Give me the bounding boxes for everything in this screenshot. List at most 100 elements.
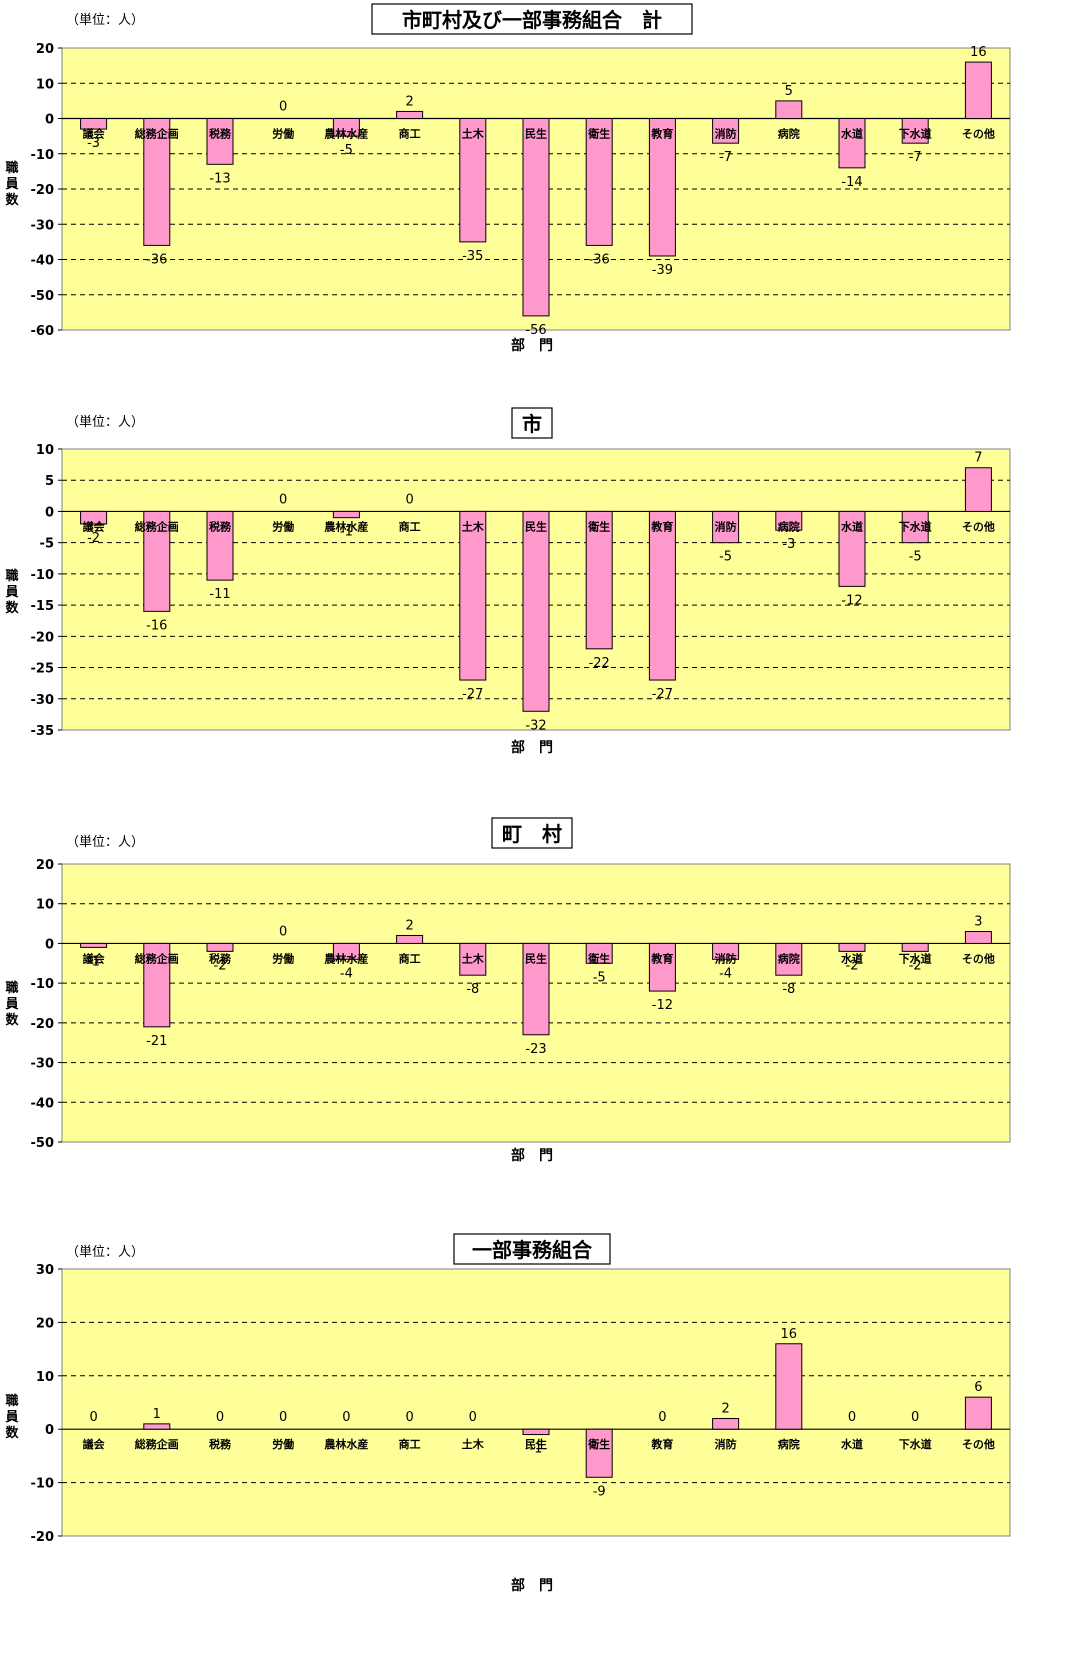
category-label: 土木: [462, 127, 485, 141]
y-tick-label: -60: [31, 324, 55, 339]
category-label: 消防: [715, 1437, 737, 1451]
data-label: -39: [652, 263, 673, 278]
data-label: 2: [721, 1402, 729, 1417]
data-label: 0: [89, 1410, 97, 1425]
data-label: -8: [782, 982, 795, 997]
chart-title-box: [371, 3, 693, 35]
category-label: 総務企画: [135, 951, 179, 965]
category-label: 議会: [83, 1437, 106, 1451]
data-label: -1: [87, 954, 100, 969]
bar-土木: [459, 942, 487, 976]
category-label: 水道: [841, 127, 863, 141]
chart-title: 市: [522, 412, 542, 436]
bar-病院: [775, 942, 803, 976]
y-tick-label: 0: [45, 1423, 54, 1438]
category-label: 病院: [778, 951, 800, 965]
bar-総務企画: [143, 510, 171, 612]
chart-title-box: [453, 1233, 611, 1265]
data-label: -9: [593, 1484, 606, 1499]
category-label: その他: [962, 1437, 995, 1451]
bar-水道: [838, 942, 866, 952]
data-label: -4: [340, 966, 353, 981]
category-label: 下水道: [899, 127, 932, 141]
category-label: 衛生: [587, 1437, 610, 1451]
bar-民生: [522, 1428, 550, 1436]
data-label: 1: [153, 1407, 161, 1422]
y-tick-label: -30: [31, 693, 55, 708]
bar-衛生: [585, 942, 613, 964]
y-tick-label: -30: [31, 1057, 55, 1072]
bar-商工: [396, 934, 424, 944]
bar-税務: [206, 942, 234, 952]
y-tick-label: 0: [45, 113, 54, 128]
category-label: 民生: [525, 1437, 547, 1451]
bar-民生: [522, 510, 550, 712]
y-tick-label: -35: [31, 724, 55, 739]
y-tick-label: -50: [31, 1136, 55, 1151]
category-label: 衛生: [587, 127, 610, 141]
category-label: 商工: [399, 519, 421, 533]
bar-教育: [648, 942, 676, 992]
bar-下水道: [901, 118, 929, 144]
y-tick-label: -50: [31, 289, 55, 304]
data-label: -2: [214, 958, 227, 973]
x-axis-label: 部 門: [511, 739, 553, 756]
data-label: -36: [146, 252, 167, 267]
bar-水道: [838, 510, 866, 587]
category-label: 民生: [525, 127, 547, 141]
y-tick-label: 20: [36, 1316, 54, 1331]
category-label: 水道: [841, 519, 863, 533]
y-tick-label: 5: [45, 474, 54, 489]
data-label: 0: [279, 492, 287, 507]
bar-総務企画: [143, 1423, 171, 1430]
y-tick-label: 0: [45, 505, 54, 520]
data-label: -27: [462, 687, 483, 702]
category-label: 税務: [209, 1437, 232, 1451]
category-label: 税務: [209, 519, 232, 533]
y-tick-label: 10: [36, 77, 54, 92]
y-tick-label: 20: [36, 42, 54, 57]
bar-議会: [80, 942, 108, 948]
bar-病院: [775, 510, 803, 531]
bar-土木: [459, 510, 487, 681]
data-label: -2: [846, 958, 859, 973]
category-label: 農林水産: [324, 951, 368, 965]
chart-title: 市町村及び一部事務組合 計: [402, 8, 662, 32]
y-axis-label: 職員数: [4, 568, 19, 616]
category-label: 労働: [272, 951, 294, 965]
data-label: 2: [405, 918, 413, 933]
category-label: 民生: [525, 951, 547, 965]
data-label: -2: [87, 531, 100, 546]
category-label: 消防: [715, 951, 737, 965]
category-label: その他: [962, 951, 995, 965]
data-label: -3: [782, 537, 795, 552]
bar-衛生: [585, 1428, 613, 1478]
y-tick-label: -20: [31, 1017, 55, 1032]
bar-衛生: [585, 118, 613, 246]
category-label: 水道: [841, 951, 863, 965]
category-label: 農林水産: [324, 1437, 368, 1451]
data-label: -35: [462, 249, 483, 264]
category-label: 労働: [272, 519, 294, 533]
data-label: -27: [652, 687, 673, 702]
category-label: 下水道: [899, 1437, 932, 1451]
bar-水道: [838, 118, 866, 169]
category-label: その他: [962, 127, 995, 141]
bar-消防: [712, 118, 740, 144]
category-label: 病院: [778, 519, 800, 533]
data-label: -12: [841, 593, 862, 608]
data-label: -3: [87, 136, 100, 151]
y-tick-label: -20: [31, 630, 55, 645]
data-label: 0: [469, 1410, 477, 1425]
data-label: -21: [146, 1034, 167, 1049]
bar-消防: [712, 942, 740, 960]
data-label: -22: [589, 656, 610, 671]
category-label: 教育: [650, 519, 673, 533]
data-label: 0: [848, 1410, 856, 1425]
data-label: 0: [911, 1410, 919, 1425]
y-axis-label: 職員数: [4, 980, 19, 1028]
bar-総務企画: [143, 118, 171, 246]
y-tick-label: -10: [31, 148, 55, 163]
unit-label: （単位：人）: [66, 1244, 144, 1260]
